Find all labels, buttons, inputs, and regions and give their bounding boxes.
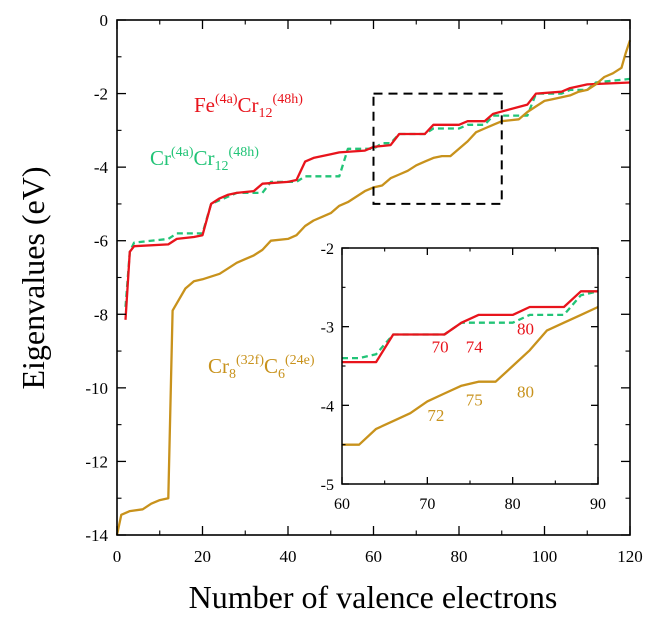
crc-label-main: Cr <box>208 354 229 378</box>
main-y-tick-label: -8 <box>94 305 108 324</box>
main-x-tick-label: 80 <box>451 547 468 566</box>
main-x-tick-label: 120 <box>617 547 643 566</box>
inset-series-cr8-32f-c6-24e <box>342 305 599 446</box>
fe-label-sup1: (4a) <box>215 92 238 107</box>
main-plot: 0 20 40 60 80 100 120 0 -2 -4 -6 -8 -10 -12 -14 <box>85 11 642 566</box>
zoom-region-box <box>372 92 503 205</box>
cr-c-series-label: Cr8(32f)C6(24e) <box>208 353 315 382</box>
inset-x-tick-label: 70 <box>419 496 435 513</box>
fe-label-main: Fe <box>194 93 215 117</box>
main-y-tick-label: -2 <box>94 85 108 104</box>
inset-x-tick-label: 60 <box>334 496 350 513</box>
main-x-tick-label: 20 <box>194 547 211 566</box>
inset-annotation-70: 70 <box>432 338 449 357</box>
cr-label-sup2: (48h) <box>229 145 260 160</box>
crc-label-main2: C <box>264 354 278 378</box>
fe-cr-series-label: Fe(4a)Cr12(48h) <box>194 92 303 121</box>
crc-label-sup2: (24e) <box>285 353 315 368</box>
inset-background <box>342 248 598 484</box>
fe-label-sub2: 12 <box>259 106 273 121</box>
inset-y-tick-label: -4 <box>321 398 334 415</box>
inset-y-tick-label: -2 <box>321 241 334 258</box>
main-x-tick-label: 40 <box>280 547 297 566</box>
main-series-fe-4a-cr12-48h <box>124 81 631 320</box>
main-y-tick-label: -10 <box>85 379 108 398</box>
inset-x-tick-label: 80 <box>505 496 521 513</box>
cr-cr-series-label: Cr(4a)Cr12(48h) <box>150 145 259 174</box>
inset-y-tick-label: -3 <box>321 320 334 337</box>
inset-x-tick-label: 90 <box>590 496 606 513</box>
inset-y-tick-label: -5 <box>321 477 334 494</box>
main-y-tick-label: -6 <box>94 232 108 251</box>
main-x-tick-label: 0 <box>113 547 122 566</box>
fe-label-sup2: (48h) <box>273 92 304 107</box>
cr-label-main: Cr <box>150 146 171 170</box>
main-y-tick-label: -4 <box>94 158 109 177</box>
crc-label-sup1: (32f) <box>236 353 264 368</box>
inset-annotation-80: 80 <box>517 382 534 401</box>
main-y-tick-label: -14 <box>85 526 108 545</box>
main-y-tick-label: -12 <box>85 452 108 471</box>
main-x-tick-label: 60 <box>365 547 382 566</box>
cr-label-sub2: 12 <box>215 159 229 174</box>
y-axis-title: Eigenvalues (eV) <box>15 166 51 389</box>
inset-annotation-74: 74 <box>466 338 484 357</box>
cr-label-sup1: (4a) <box>171 145 194 160</box>
main-series-cr8-32f-c6-24e <box>115 39 632 536</box>
inset-annotation-80: 80 <box>517 320 534 339</box>
cr-label-main2: Cr <box>194 146 215 170</box>
crc-label-sub1: 8 <box>229 367 236 382</box>
inset-annotation-72: 72 <box>427 406 444 425</box>
inset-annotation-75: 75 <box>466 390 483 409</box>
main-y-tick-label: 0 <box>100 11 109 30</box>
inset-series-fe-4a-cr12-48h <box>342 290 598 364</box>
crc-label-sub2: 6 <box>278 367 285 382</box>
inset-plot: 60 70 80 90 -2 -3 -4 -5 70 74 80 72 75 80 <box>321 241 606 513</box>
x-axis-title: Number of valence electrons <box>189 579 558 615</box>
fe-label-main2: Cr <box>238 93 259 117</box>
main-x-tick-label: 100 <box>532 547 558 566</box>
